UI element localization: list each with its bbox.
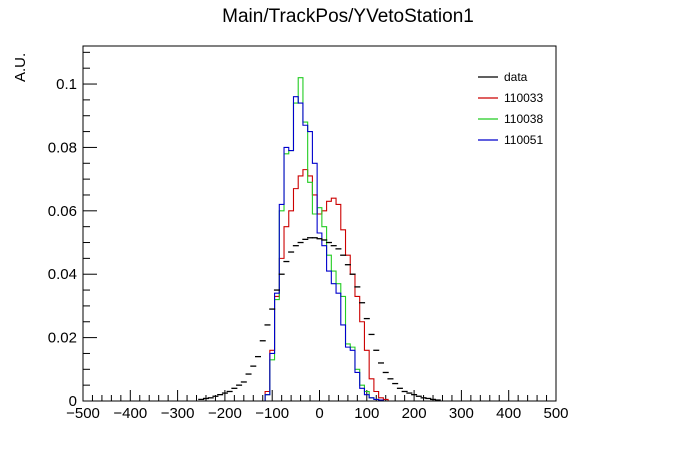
y-tick-label: 0.1 bbox=[56, 76, 77, 93]
legend-label-110033: 110033 bbox=[504, 91, 543, 105]
chart-title: Main/TrackPos/YVetoStation1 bbox=[222, 6, 474, 27]
legend-label-110038: 110038 bbox=[504, 112, 543, 126]
x-tick-label: −100 bbox=[255, 405, 289, 422]
series-110051-step bbox=[264, 96, 384, 401]
legend-label-data: data bbox=[504, 70, 528, 84]
y-tick-label: 0.04 bbox=[48, 266, 77, 283]
y-tick-label: 0 bbox=[69, 393, 77, 410]
x-tick-label: −300 bbox=[161, 405, 195, 422]
x-tick-label: 400 bbox=[496, 405, 521, 422]
y-tick-label: 0.02 bbox=[48, 330, 77, 347]
x-tick-label: 100 bbox=[354, 405, 379, 422]
plot-frame bbox=[82, 45, 557, 402]
y-tick-label: 0.06 bbox=[48, 203, 77, 220]
x-tick-label: 300 bbox=[449, 405, 474, 422]
x-tick-label: 500 bbox=[543, 405, 568, 422]
x-tick-label: −500 bbox=[66, 405, 100, 422]
legend-label-110051: 110051 bbox=[504, 133, 543, 147]
y-tick-label: 0.08 bbox=[48, 139, 77, 156]
x-tick-label: 0 bbox=[315, 405, 323, 422]
x-tick-label: 200 bbox=[402, 405, 427, 422]
x-tick-label: −200 bbox=[208, 405, 242, 422]
x-tick-label: −400 bbox=[113, 405, 147, 422]
series-110033-step bbox=[264, 169, 389, 401]
